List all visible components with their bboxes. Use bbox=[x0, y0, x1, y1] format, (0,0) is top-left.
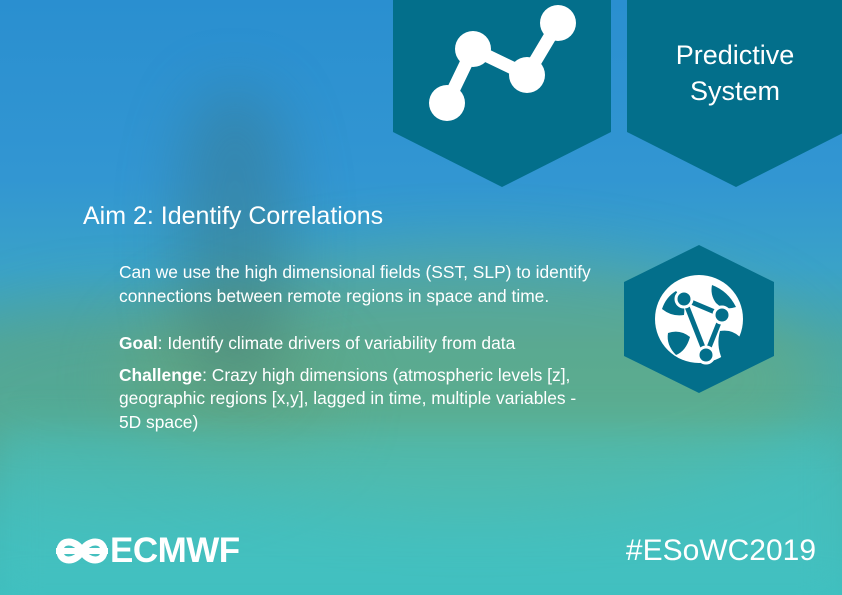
goal-text: Goal: Identify climate drivers of variab… bbox=[119, 332, 599, 356]
predictive-system-hex bbox=[627, 0, 842, 187]
background-water bbox=[0, 430, 842, 595]
intro-text: Can we use the high dimensional fields (… bbox=[119, 262, 591, 306]
aim-title: Aim 2: Identify Correlations bbox=[83, 202, 384, 230]
ecmwf-logo-text: ECMWF bbox=[110, 531, 240, 570]
goal-label: Goal bbox=[119, 333, 158, 353]
predictive-label-line2: System bbox=[689, 76, 781, 106]
background-tree bbox=[180, 90, 290, 390]
goal-description: : Identify climate drivers of variabilit… bbox=[157, 333, 516, 353]
globe-network-icon bbox=[624, 245, 774, 393]
predictive-label-line1: Predictive bbox=[675, 40, 795, 70]
predictive-system-label: Predictive System bbox=[645, 37, 825, 109]
line-graph-icon bbox=[393, 0, 611, 187]
challenge-description: : Crazy high dimensions (atmospheric lev… bbox=[119, 364, 577, 432]
challenge-label: Challenge bbox=[119, 364, 203, 385]
challenge-text: Challenge: Crazy high dimensions (atmosp… bbox=[119, 364, 599, 435]
ecmwf-logo: ECMWF bbox=[56, 532, 240, 570]
ecmwf-logo-icon bbox=[56, 538, 108, 564]
aim-content: Can we use the high dimensional fields (… bbox=[119, 261, 599, 434]
event-hashtag: #ESoWC2019 bbox=[625, 534, 816, 567]
